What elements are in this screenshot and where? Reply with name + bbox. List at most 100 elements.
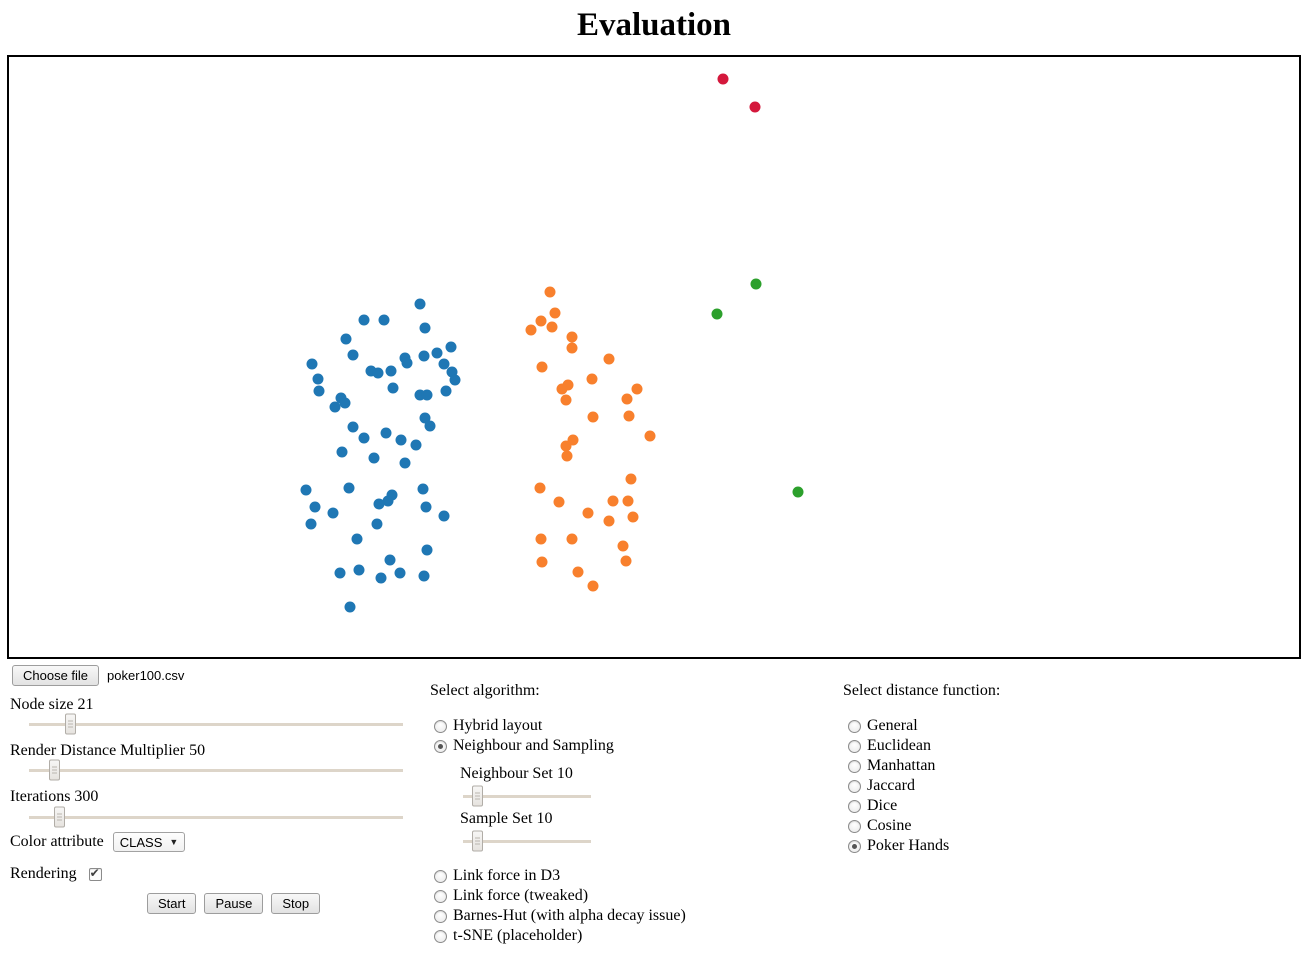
radio-option-manhattan[interactable]: Manhattan bbox=[848, 757, 935, 775]
radio-icon[interactable] bbox=[848, 779, 861, 793]
data-point-blue[interactable] bbox=[306, 358, 318, 370]
data-point-orange[interactable] bbox=[631, 383, 643, 395]
data-point-blue[interactable] bbox=[351, 533, 363, 545]
data-point-blue[interactable] bbox=[419, 322, 431, 334]
data-point-orange[interactable] bbox=[546, 321, 558, 333]
data-point-orange[interactable] bbox=[536, 361, 548, 373]
iterations-slider[interactable] bbox=[29, 806, 403, 828]
data-point-blue[interactable] bbox=[372, 367, 384, 379]
pause-button[interactable]: Pause bbox=[204, 893, 264, 914]
data-point-blue[interactable] bbox=[438, 510, 450, 522]
data-point-orange[interactable] bbox=[622, 495, 634, 507]
choose-file-button[interactable]: Choose file bbox=[12, 665, 100, 686]
data-point-blue[interactable] bbox=[353, 564, 365, 576]
data-point-orange[interactable] bbox=[525, 324, 537, 336]
color-attribute-select[interactable]: CLASS ▼ bbox=[112, 832, 186, 852]
radio-icon[interactable] bbox=[434, 869, 447, 883]
data-point-blue[interactable] bbox=[371, 518, 383, 530]
data-point-blue[interactable] bbox=[394, 567, 406, 579]
data-point-orange[interactable] bbox=[603, 353, 615, 365]
data-point-red[interactable] bbox=[717, 73, 729, 85]
data-point-blue[interactable] bbox=[387, 382, 399, 394]
radio-icon[interactable] bbox=[848, 819, 861, 833]
slider-track[interactable] bbox=[29, 768, 403, 772]
data-point-blue[interactable] bbox=[300, 484, 312, 496]
data-point-blue[interactable] bbox=[382, 495, 394, 507]
radio-option-link-force-tweaked[interactable]: Link force (tweaked) bbox=[434, 887, 588, 905]
visualization-canvas[interactable] bbox=[7, 55, 1301, 659]
sample-set-slider[interactable] bbox=[463, 830, 591, 852]
data-point-blue[interactable] bbox=[384, 554, 396, 566]
data-point-green[interactable] bbox=[711, 308, 723, 320]
data-point-blue[interactable] bbox=[401, 357, 413, 369]
data-point-blue[interactable] bbox=[385, 365, 397, 377]
slider-track[interactable] bbox=[463, 839, 591, 843]
radio-icon[interactable] bbox=[848, 719, 861, 733]
data-point-blue[interactable] bbox=[420, 501, 432, 513]
data-point-orange[interactable] bbox=[566, 331, 578, 343]
radio-icon[interactable] bbox=[848, 739, 861, 753]
data-point-blue[interactable] bbox=[339, 397, 351, 409]
data-point-orange[interactable] bbox=[586, 373, 598, 385]
stop-button[interactable]: Stop bbox=[271, 893, 321, 914]
slider-thumb[interactable] bbox=[65, 713, 77, 735]
data-point-orange[interactable] bbox=[623, 410, 635, 422]
start-button[interactable]: Start bbox=[147, 893, 197, 914]
data-point-orange[interactable] bbox=[549, 307, 561, 319]
data-point-blue[interactable] bbox=[418, 570, 430, 582]
data-point-red[interactable] bbox=[749, 101, 761, 113]
radio-icon[interactable] bbox=[434, 909, 447, 923]
render-distance-multiplier-slider[interactable] bbox=[29, 759, 403, 781]
radio-option-neighbour-and-sampling[interactable]: Neighbour and Sampling bbox=[434, 737, 614, 755]
data-point-orange[interactable] bbox=[620, 555, 632, 567]
radio-icon[interactable] bbox=[848, 759, 861, 773]
slider-track[interactable] bbox=[29, 815, 403, 819]
data-point-blue[interactable] bbox=[358, 314, 370, 326]
data-point-blue[interactable] bbox=[313, 385, 325, 397]
data-point-orange[interactable] bbox=[587, 411, 599, 423]
radio-option-t-sne-placeholder[interactable]: t-SNE (placeholder) bbox=[434, 927, 582, 945]
data-point-blue[interactable] bbox=[329, 401, 341, 413]
radio-option-link-force-in-d3[interactable]: Link force in D3 bbox=[434, 867, 560, 885]
slider-track[interactable] bbox=[29, 722, 403, 726]
data-point-blue[interactable] bbox=[395, 434, 407, 446]
rendering-checkbox[interactable] bbox=[88, 866, 102, 881]
data-point-blue[interactable] bbox=[421, 544, 433, 556]
data-point-blue[interactable] bbox=[312, 373, 324, 385]
data-point-blue[interactable] bbox=[399, 457, 411, 469]
data-point-blue[interactable] bbox=[334, 567, 346, 579]
radio-icon[interactable] bbox=[434, 739, 447, 753]
slider-thumb[interactable] bbox=[54, 806, 66, 828]
data-point-blue[interactable] bbox=[358, 432, 370, 444]
data-point-orange[interactable] bbox=[560, 394, 572, 406]
data-point-orange[interactable] bbox=[572, 566, 584, 578]
data-point-blue[interactable] bbox=[440, 385, 452, 397]
data-point-orange[interactable] bbox=[535, 315, 547, 327]
data-point-blue[interactable] bbox=[347, 421, 359, 433]
data-point-blue[interactable] bbox=[336, 446, 348, 458]
data-point-orange[interactable] bbox=[553, 496, 565, 508]
data-point-blue[interactable] bbox=[418, 350, 430, 362]
data-point-blue[interactable] bbox=[424, 420, 436, 432]
radio-option-cosine[interactable]: Cosine bbox=[848, 817, 911, 835]
data-point-orange[interactable] bbox=[627, 511, 639, 523]
data-point-orange[interactable] bbox=[535, 533, 547, 545]
data-point-blue[interactable] bbox=[449, 374, 461, 386]
data-point-blue[interactable] bbox=[305, 518, 317, 530]
radio-icon[interactable] bbox=[434, 929, 447, 943]
slider-thumb[interactable] bbox=[472, 785, 484, 807]
data-point-orange[interactable] bbox=[617, 540, 629, 552]
data-point-blue[interactable] bbox=[380, 427, 392, 439]
radio-option-hybrid-layout[interactable]: Hybrid layout bbox=[434, 717, 542, 735]
data-point-orange[interactable] bbox=[561, 450, 573, 462]
data-point-blue[interactable] bbox=[343, 482, 355, 494]
data-point-blue[interactable] bbox=[419, 412, 431, 424]
neighbour-set-slider[interactable] bbox=[463, 785, 591, 807]
radio-icon[interactable] bbox=[848, 799, 861, 813]
data-point-blue[interactable] bbox=[344, 601, 356, 613]
data-point-orange[interactable] bbox=[582, 507, 594, 519]
data-point-blue[interactable] bbox=[327, 507, 339, 519]
data-point-blue[interactable] bbox=[373, 498, 385, 510]
radio-icon[interactable] bbox=[434, 889, 447, 903]
data-point-orange[interactable] bbox=[544, 286, 556, 298]
